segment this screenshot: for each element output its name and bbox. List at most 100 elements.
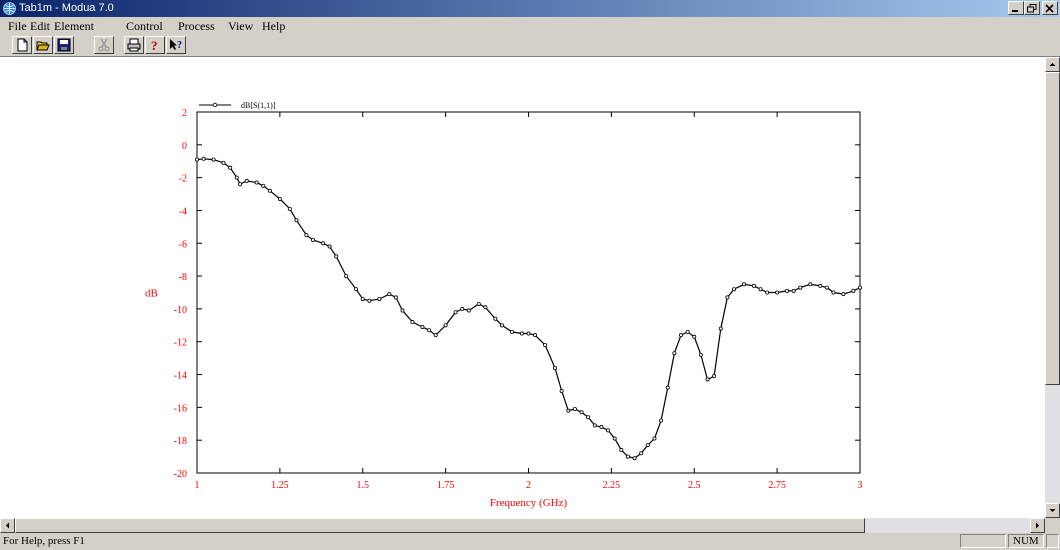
scroll-left-button[interactable]: [0, 518, 15, 533]
vertical-scrollbar[interactable]: [1045, 57, 1060, 518]
data-point: [433, 333, 438, 338]
data-point: [228, 165, 233, 170]
data-point: [493, 316, 498, 321]
data-point: [652, 436, 657, 441]
arrow-down-icon: [1049, 509, 1056, 512]
svg-text:?: ?: [151, 38, 158, 52]
data-point: [393, 295, 398, 300]
print-button[interactable]: [124, 36, 144, 54]
legend-marker: [212, 102, 218, 108]
menu-process[interactable]: Process: [178, 19, 215, 33]
y-tick-label: -4: [179, 206, 187, 217]
data-point: [400, 308, 405, 313]
data-point: [775, 290, 780, 295]
size-grip[interactable]: [1045, 518, 1060, 533]
about-button[interactable]: ?: [145, 36, 165, 54]
data-point: [344, 274, 349, 279]
status-panel-caps: [960, 534, 1006, 548]
menu-edit[interactable]: Edit: [30, 19, 50, 33]
data-point: [791, 288, 796, 293]
x-tick-label: 1.75: [437, 480, 455, 491]
restore-icon: [1027, 4, 1037, 13]
data-point: [519, 331, 524, 336]
restore-button[interactable]: [1024, 1, 1040, 15]
y-tick-label: 2: [182, 108, 187, 119]
arrow-right-icon: [1036, 522, 1039, 529]
context-help-button[interactable]: ?: [166, 36, 186, 54]
arrow-left-icon: [6, 522, 9, 529]
data-point: [765, 290, 770, 295]
data-point: [254, 180, 259, 185]
y-tick-label: -18: [174, 436, 187, 447]
x-tick-label: 3: [858, 480, 863, 491]
data-point: [201, 156, 206, 161]
data-point: [460, 306, 465, 311]
data-point: [304, 233, 309, 238]
data-point: [599, 425, 604, 430]
data-point: [320, 241, 325, 246]
data-point: [509, 329, 514, 334]
print-icon: [127, 38, 141, 52]
data-point: [234, 175, 239, 180]
context-help-icon: ?: [170, 39, 182, 51]
data-point: [543, 343, 548, 348]
scroll-right-button[interactable]: [1030, 518, 1045, 533]
menu-control[interactable]: Control: [126, 19, 163, 33]
data-point: [566, 408, 571, 413]
horizontal-scrollbar[interactable]: [0, 518, 1045, 533]
x-tick-label: 2: [526, 480, 531, 491]
horizontal-scroll-thumb[interactable]: [15, 518, 865, 533]
x-tick-label: 2.75: [768, 480, 786, 491]
data-point: [277, 196, 282, 201]
data-point: [194, 157, 199, 162]
vertical-scroll-thumb[interactable]: [1045, 72, 1060, 385]
data-point: [443, 323, 448, 328]
data-point: [387, 292, 392, 297]
save-button[interactable]: [54, 36, 74, 54]
data-point: [572, 407, 577, 412]
close-button[interactable]: [1042, 1, 1058, 15]
y-tick-label: -8: [179, 272, 187, 283]
minimize-button[interactable]: [1008, 1, 1024, 15]
data-point: [367, 298, 372, 303]
scroll-up-button[interactable]: [1045, 57, 1060, 72]
data-point: [267, 188, 272, 193]
data-point: [410, 320, 415, 325]
y-tick-label: 0: [182, 141, 187, 152]
y-tick-label: -2: [179, 174, 187, 185]
document-view[interactable]: 1 1.25 1.5 1.75 2 2.25 2.5 2.75 3 2 0 -2 -4 -6 -8 -10 -1…: [0, 57, 1045, 518]
status-help-text: For Help, press F1: [3, 535, 85, 547]
data-point: [533, 333, 538, 338]
data-point: [287, 206, 292, 211]
cut-button[interactable]: [94, 36, 114, 54]
title-bar: Tab1m - Modua 7.0: [0, 0, 1060, 17]
data-point: [692, 334, 697, 339]
scroll-down-button[interactable]: [1045, 503, 1060, 518]
data-point: [221, 160, 226, 165]
data-point: [698, 352, 703, 357]
data-point: [831, 290, 836, 295]
menu-help[interactable]: Help: [262, 19, 286, 33]
x-tick-label: 1.5: [357, 480, 370, 491]
menu-element[interactable]: Element: [54, 19, 94, 33]
data-point: [685, 329, 690, 334]
y-tick-label: -20: [174, 469, 187, 480]
data-point: [526, 331, 531, 336]
s11-chart: 1 1.25 1.5 1.75 2 2.25 2.5 2.75 3 2 0 -2 -4 -6 -8 -10 -1…: [145, 101, 863, 509]
open-button[interactable]: [33, 36, 53, 54]
x-tick-label: 2.5: [688, 480, 701, 491]
data-point: [751, 283, 756, 288]
x-tick-label: 1: [195, 480, 200, 491]
data-point: [592, 423, 597, 428]
menu-file[interactable]: File: [8, 19, 27, 33]
data-point: [858, 285, 863, 290]
new-button[interactable]: [12, 36, 32, 54]
app-globe-icon: [3, 2, 16, 15]
data-point: [632, 456, 637, 461]
minimize-icon: [1012, 10, 1018, 12]
data-point: [672, 351, 677, 356]
menu-view[interactable]: View: [228, 19, 254, 33]
y-tick-label: -16: [174, 403, 187, 414]
data-point: [851, 288, 856, 293]
data-point: [261, 183, 266, 188]
